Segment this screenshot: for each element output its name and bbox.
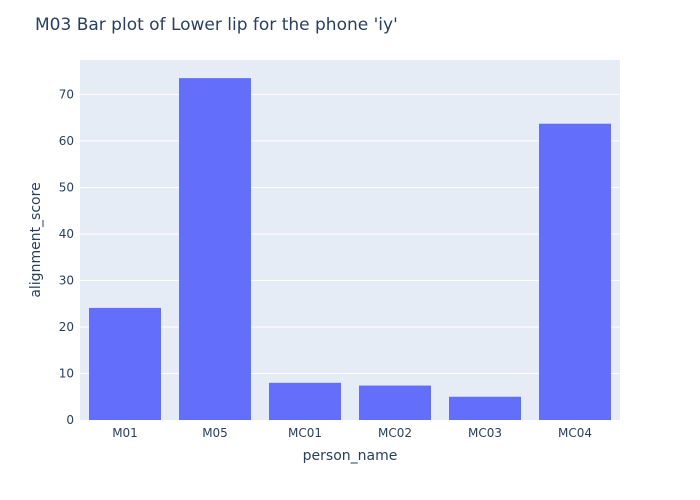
x-axis-ticks: M01 M05 MC01 MC02 MC03 MC04 — [112, 426, 592, 440]
y-tick-label: 30 — [59, 273, 74, 287]
y-axis-title: alignment_score — [28, 182, 44, 297]
y-tick-label: 0 — [66, 413, 74, 427]
x-tick-label: MC01 — [288, 426, 322, 440]
bar-mc03 — [449, 396, 521, 420]
x-tick-label: MC02 — [378, 426, 412, 440]
bar-m05 — [179, 78, 251, 421]
x-tick-label: M05 — [202, 426, 228, 440]
bar-m01 — [89, 307, 161, 420]
y-tick-label: 40 — [59, 227, 74, 241]
bar-mc02 — [359, 385, 431, 420]
y-tick-label: 70 — [59, 87, 74, 101]
chart-title: M03 Bar plot of Lower lip for the phone … — [35, 15, 398, 35]
x-tick-label: MC04 — [558, 426, 592, 440]
plot-area — [80, 60, 620, 420]
x-axis-title: person_name — [303, 448, 398, 464]
x-tick-label: M01 — [112, 426, 138, 440]
y-tick-label: 10 — [59, 366, 74, 380]
bar-mc01 — [269, 382, 341, 420]
gridlines — [80, 93, 620, 374]
x-tick-label: MC03 — [468, 426, 502, 440]
y-axis-ticks: 0 10 20 30 40 50 60 70 — [59, 87, 74, 427]
y-tick-label: 50 — [59, 180, 74, 194]
bar-mc04 — [539, 123, 611, 420]
y-tick-label: 20 — [59, 320, 74, 334]
y-tick-label: 60 — [59, 134, 74, 148]
bars — [89, 78, 611, 421]
